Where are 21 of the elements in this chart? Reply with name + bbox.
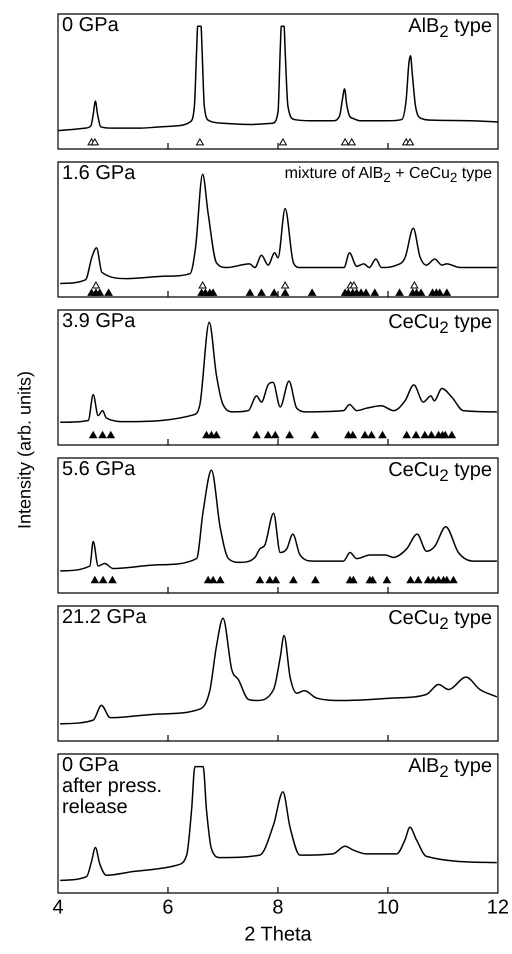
x-tick-label: 6 — [162, 896, 174, 919]
annotation: 1.6 GPa — [62, 162, 136, 184]
x-tick-label: 12 — [486, 896, 509, 919]
annotation: AlB$_{2}$ type — [408, 755, 492, 783]
annotation: after press. — [62, 775, 162, 797]
x-tick-label: 8 — [272, 896, 284, 919]
x-axis-title: 2 Theta — [244, 924, 313, 946]
annotation: 3.9 GPa — [62, 310, 136, 332]
annotation: mixture of AlB$_{2}$ + CeCu$_{2}$ type — [284, 164, 492, 188]
annotation: 5.6 GPa — [62, 458, 136, 480]
annotation: CeCu$_{2}$ type — [388, 607, 492, 635]
annotation: CeCu$_{2}$ type — [388, 459, 492, 487]
annotation: CeCu$_{2}$ type — [388, 311, 492, 339]
annotation: 0 GPa — [62, 14, 119, 36]
y-axis-title: Intensity (arb. units) — [14, 370, 36, 530]
annotation: 21.2 GPa — [62, 606, 147, 628]
x-tick-label: 4 — [52, 896, 64, 919]
x-tick-label: 10 — [376, 896, 400, 919]
annotation: 0 GPa — [62, 754, 120, 776]
annotation: AlB$_{2}$ type — [408, 15, 492, 43]
annotation: release — [62, 796, 128, 818]
